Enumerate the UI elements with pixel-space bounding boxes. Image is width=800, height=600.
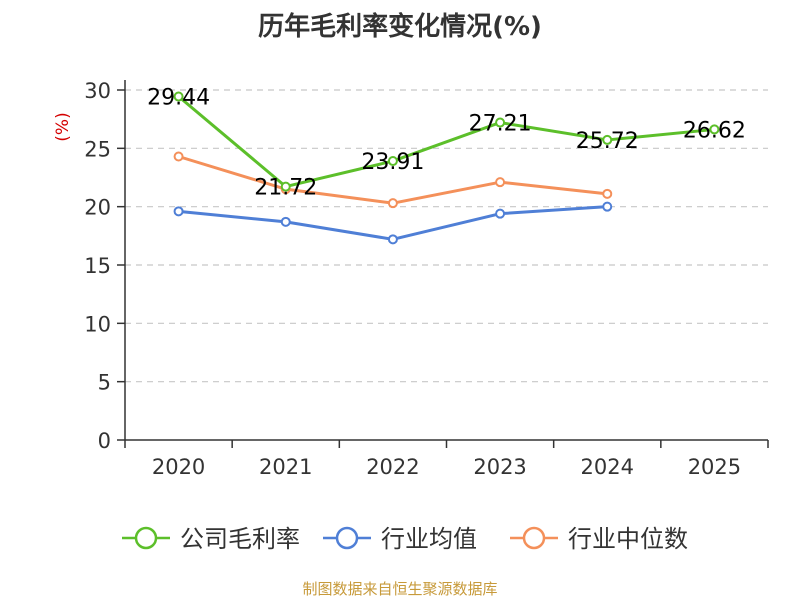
y-tick-label: 20 [84, 196, 111, 220]
data-point [387, 156, 398, 167]
series-2 [173, 201, 613, 245]
x-tick-label: 2022 [366, 455, 419, 479]
data-point [173, 151, 184, 162]
data-label: 26.62 [683, 118, 746, 143]
data-point [495, 177, 506, 188]
data-point [709, 124, 720, 135]
y-axis-unit-label: (%) [53, 112, 73, 141]
data-label: 21.72 [254, 176, 317, 201]
series-line [177, 95, 715, 189]
data-point [387, 234, 398, 245]
data-label: 27.21 [469, 112, 532, 137]
data-source-note: 制图数据来自恒生聚源数据库 [302, 580, 498, 598]
x-tick-label: 2021 [259, 455, 312, 479]
x-tick-label: 2020 [152, 455, 205, 479]
data-point [173, 91, 184, 102]
legend-item-3: 行业中位数 [510, 525, 688, 553]
series-1: 29.44 21.72 23.91 27.21 25.72 26.62 [147, 86, 746, 201]
y-tick-label: 15 [84, 254, 111, 278]
legend-marker [335, 526, 359, 550]
legend-marker [134, 526, 158, 550]
data-point [495, 208, 506, 219]
legend-label: 行业中位数 [568, 525, 688, 553]
y-tick-label: 30 [84, 79, 111, 103]
data-point [280, 181, 291, 192]
chart-title: 历年毛利率变化情况(%) [258, 12, 542, 42]
x-tick-label: 2024 [581, 455, 634, 479]
legend-label: 行业均值 [381, 525, 477, 553]
data-point [495, 117, 506, 128]
legend-item-2: 行业均值 [323, 525, 477, 553]
series-lines: 29.44 21.72 23.91 27.21 25.72 26.62 [147, 86, 746, 245]
y-tick-label: 5 [98, 371, 111, 395]
grid-lines [125, 89, 768, 383]
data-point [387, 198, 398, 209]
data-point [280, 216, 291, 227]
data-point [173, 206, 184, 217]
data-label: 23.91 [361, 150, 424, 175]
data-label: 29.44 [147, 86, 210, 111]
y-tick-label: 10 [84, 312, 111, 336]
legend-label: 公司毛利率 [180, 525, 300, 553]
legend: 公司毛利率 行业均值 行业中位数 [122, 525, 688, 553]
legend-marker [522, 526, 546, 550]
data-point [602, 134, 613, 145]
data-point [602, 201, 613, 212]
x-tick-label: 2025 [688, 455, 741, 479]
data-point [602, 188, 613, 199]
y-tick-label: 25 [84, 137, 111, 161]
data-label: 25.72 [576, 129, 639, 154]
x-tick-label: 2023 [473, 455, 526, 479]
y-tick-label: 0 [98, 429, 111, 453]
legend-item-1: 公司毛利率 [122, 525, 300, 553]
